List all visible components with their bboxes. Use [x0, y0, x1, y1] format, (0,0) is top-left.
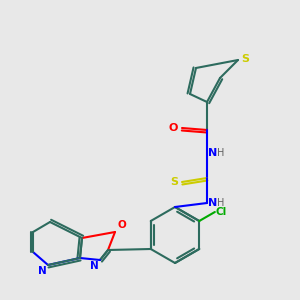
Text: N: N	[208, 198, 217, 208]
Text: O: O	[169, 123, 178, 133]
Text: Cl: Cl	[216, 207, 227, 217]
Text: N: N	[208, 148, 217, 158]
Text: S: S	[170, 177, 178, 187]
Text: N: N	[38, 266, 47, 276]
Text: N: N	[90, 261, 99, 271]
Text: H: H	[217, 148, 224, 158]
Text: H: H	[217, 198, 224, 208]
Text: S: S	[241, 54, 249, 64]
Text: O: O	[117, 220, 126, 230]
